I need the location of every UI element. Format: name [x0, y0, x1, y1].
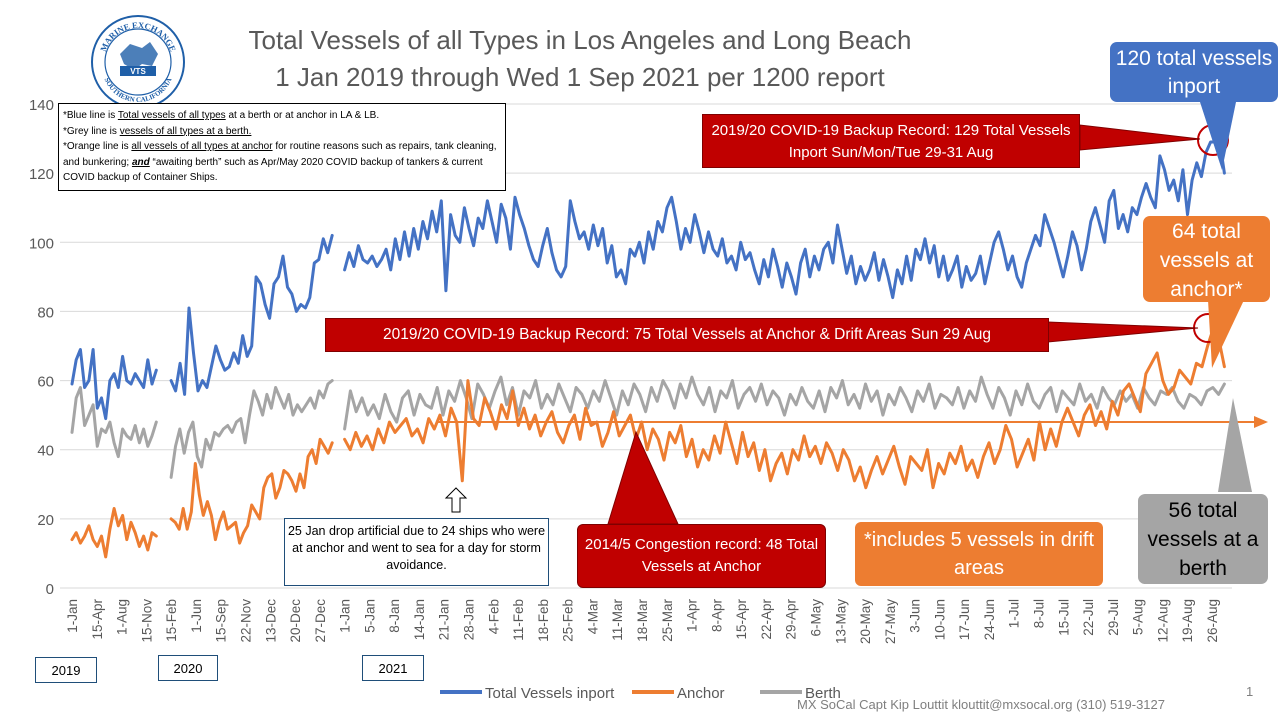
x-tick-label: 6-May: [808, 599, 823, 637]
anchor-record-callout: 2019/20 COVID-19 Backup Record: 75 Total…: [325, 318, 1049, 352]
x-tick-label: 8-Apr: [709, 598, 724, 632]
y-tick-label: 60: [37, 374, 54, 391]
x-tick-label: 13-May: [833, 599, 848, 644]
x-tick-label: 11-Mar: [610, 599, 625, 641]
year-label-2019: 2019: [35, 657, 97, 683]
x-tick-label: 5-Jan: [362, 599, 377, 633]
x-tick-label: 18-Feb: [536, 599, 551, 642]
x-tick-label: 13-Dec: [263, 599, 278, 643]
x-tick-label: 15-Apr: [90, 599, 105, 640]
storm-up-arrow: [444, 487, 468, 513]
anchor-series-line: [343, 327, 1226, 490]
berth-callout-pointer: [1218, 398, 1252, 492]
inport-series-line: [70, 348, 158, 421]
berth-series-line: [169, 379, 334, 479]
x-tick-label: 10-Jun: [932, 599, 947, 640]
x-tick-label: 27-May: [883, 599, 898, 644]
x-tick-label: 20-Dec: [288, 599, 303, 643]
drift-callout: *includes 5 vessels in drift areas: [855, 522, 1103, 586]
footer-contact: MX SoCal Capt Kip Louttit klouttit@mxsoc…: [797, 697, 1165, 712]
anchor-record-pointer: [1047, 321, 1199, 343]
x-tick-label: 26-Aug: [1205, 599, 1220, 643]
x-tick-label: 15-Nov: [139, 599, 154, 643]
anchor-series-line: [70, 507, 158, 559]
legend-berth-label: Berth: [805, 685, 841, 702]
berth-series-line: [70, 386, 158, 459]
x-tick-label: 25-Mar: [660, 599, 675, 642]
marine-exchange-logo: MARINE EXCHANGE SOUTHERN CALIFORNIA VTS: [90, 14, 186, 110]
y-tick-label: 20: [37, 512, 54, 529]
x-tick-label: 4-Mar: [585, 599, 600, 635]
berth-total-callout: 56 total vessels at a berth: [1138, 494, 1268, 584]
page-number: 1: [1246, 684, 1254, 699]
inport-record-callout: 2019/20 COVID-19 Backup Record: 129 Tota…: [702, 114, 1080, 168]
y-tick-label: 120: [29, 166, 54, 183]
x-tick-label: 19-Aug: [1180, 599, 1195, 643]
congestion-callout: 2014/5 Congestion record: 48 Total Vesse…: [577, 524, 826, 588]
x-tick-label: 15-Jul: [1056, 599, 1071, 636]
x-tick-label: 1-Jan: [65, 599, 80, 633]
x-tick-label: 14-Jan: [412, 599, 427, 640]
x-tick-label: 8-Jan: [387, 599, 402, 633]
x-tick-label: 3-Jun: [908, 599, 923, 633]
legend-anchor-label: Anchor: [677, 685, 725, 702]
x-tick-label: 15-Apr: [734, 599, 749, 640]
inport-callout-pointer: [1200, 102, 1236, 170]
x-tick-label: 24-Jun: [982, 599, 997, 640]
chart-title: Total Vessels of all Types in Los Angele…: [248, 25, 912, 55]
anchor-series-line: [169, 437, 334, 545]
berth-series-line: [343, 375, 1226, 431]
anchor-total-callout: 64 total vessels at anchor*: [1143, 216, 1270, 302]
y-tick-label: 0: [46, 581, 54, 598]
x-tick-label: 1-Jun: [189, 599, 204, 633]
x-tick-label: 12-Aug: [1155, 599, 1170, 643]
x-tick-label: 20-May: [858, 599, 873, 644]
x-tick-label: 29-Apr: [784, 599, 799, 640]
year-label-2021: 2021: [362, 655, 424, 681]
x-tick-label: 17-Jun: [957, 599, 972, 640]
x-tick-label: 8-Jul: [1032, 599, 1047, 628]
year-label-2020: 2020: [158, 655, 218, 681]
inport-series-line: [343, 140, 1226, 300]
y-tick-label: 40: [37, 443, 54, 460]
x-tick-label: 22-Jul: [1081, 599, 1096, 636]
y-tick-label: 100: [29, 235, 54, 252]
x-tick-label: 1-Jan: [338, 599, 353, 633]
inport-series-line: [169, 233, 334, 396]
inport-record-pointer: [1079, 124, 1201, 151]
x-tick-label: 1-Jul: [1007, 599, 1022, 628]
x-tick-label: 21-Jan: [437, 599, 452, 640]
chart-subtitle: 1 Jan 2019 through Wed 1 Sep 2021 per 12…: [275, 62, 885, 92]
reference-line-arrowhead: [1254, 416, 1268, 429]
x-tick-label: 15-Sep: [214, 599, 229, 643]
y-tick-label: 80: [37, 304, 54, 321]
x-tick-label: 22-Apr: [759, 599, 774, 640]
x-tick-label: 22-Nov: [238, 599, 253, 643]
x-tick-label: 25-Feb: [561, 599, 576, 642]
inport-total-callout: 120 total vessels inport: [1110, 42, 1278, 102]
x-tick-label: 27-Dec: [313, 599, 328, 643]
x-tick-label: 28-Jan: [462, 599, 477, 640]
x-tick-label: 11-Feb: [511, 599, 526, 641]
x-tick-label: 1-Aug: [115, 599, 130, 635]
y-tick-label: 140: [29, 97, 54, 114]
legend-inport-label: Total Vessels inport: [485, 685, 615, 702]
x-tick-label: 5-Aug: [1131, 599, 1146, 635]
x-tick-label: 15-Feb: [164, 599, 179, 642]
storm-note: 25 Jan drop artificial due to 24 ships w…: [284, 518, 549, 586]
x-tick-label: 29-Jul: [1106, 599, 1121, 636]
legend-note: *Blue line is Total vessels of all types…: [58, 103, 506, 191]
x-tick-label: 18-Mar: [635, 599, 650, 642]
x-tick-label: 4-Feb: [486, 599, 501, 634]
anchor-callout-pointer: [1208, 300, 1244, 368]
x-tick-label: 1-Apr: [685, 598, 700, 632]
logo-vts-text: VTS: [130, 67, 146, 76]
